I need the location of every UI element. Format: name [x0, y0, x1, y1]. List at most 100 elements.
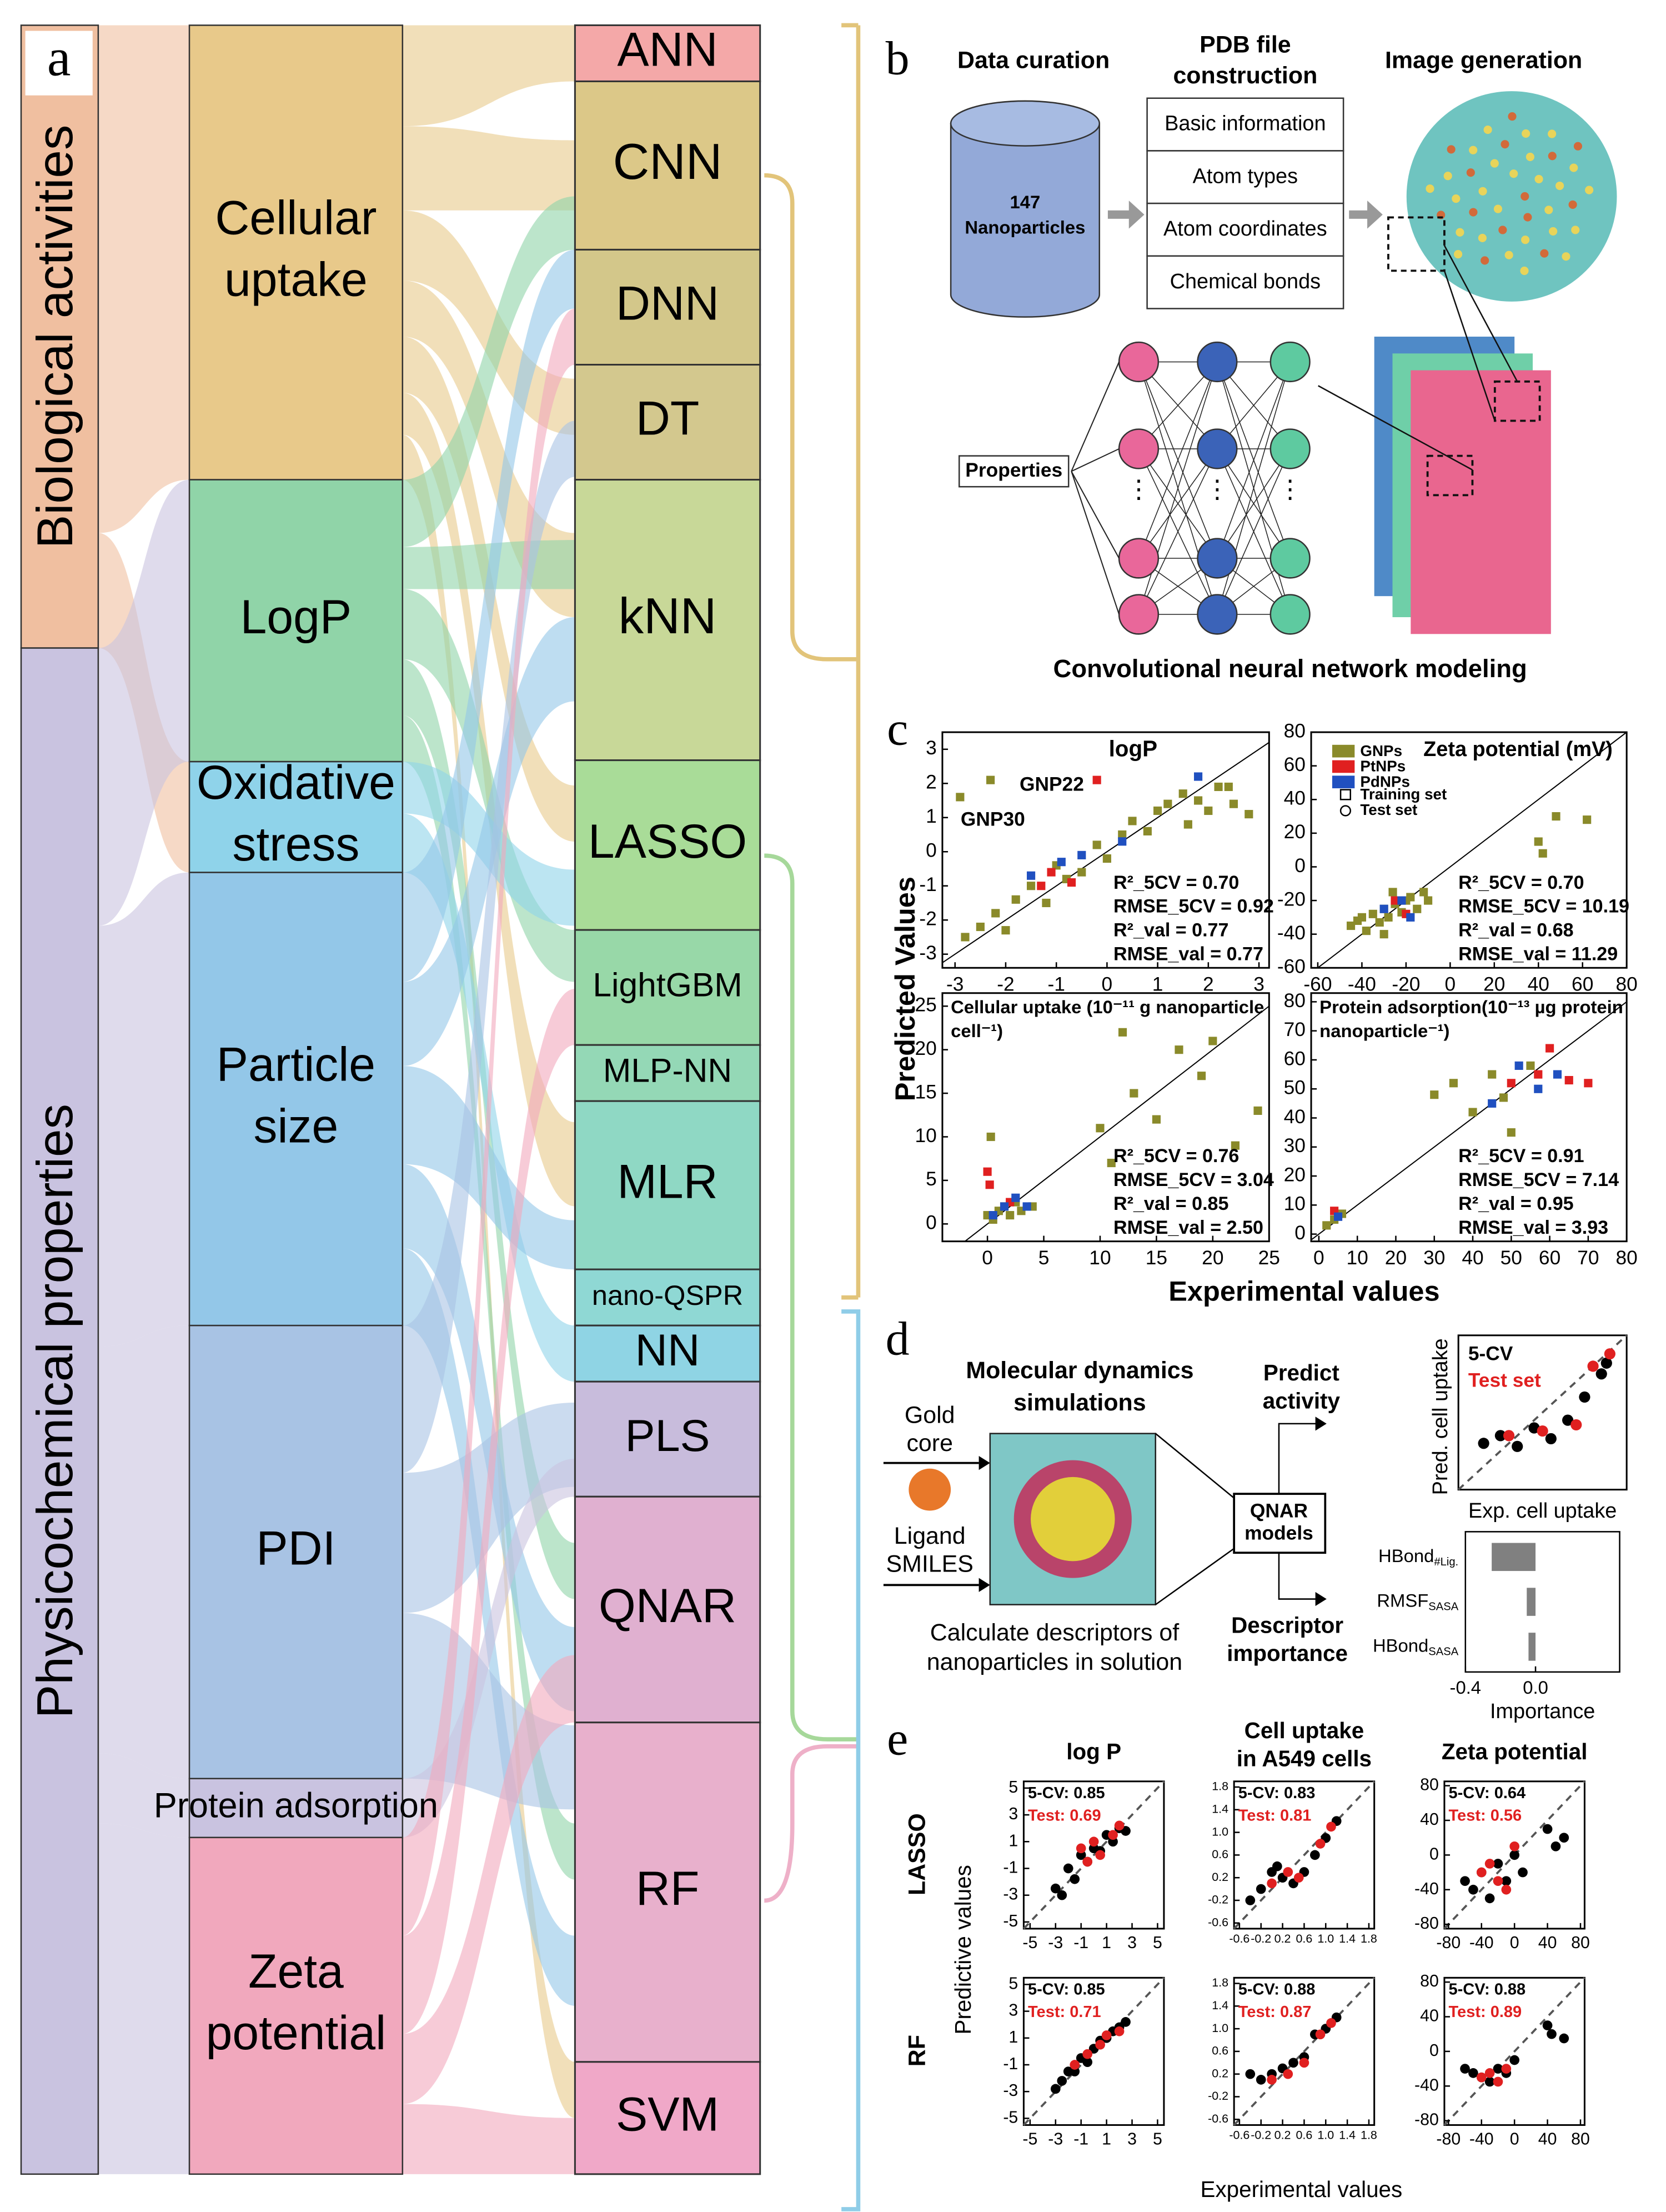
- x-tick-label: 0: [1313, 1247, 1324, 1269]
- y-tick-label: -40: [1414, 2076, 1439, 2094]
- data-point: [1368, 909, 1377, 918]
- y-tick-label: 3: [926, 737, 937, 759]
- data-point: [1564, 1075, 1573, 1085]
- data-point: [1310, 1850, 1320, 1860]
- y-tick-label: -0.2: [1208, 2089, 1228, 2103]
- bracket: [764, 853, 859, 1741]
- data-point: [1121, 2017, 1131, 2027]
- data-point: [1283, 1867, 1293, 1877]
- y-tick-label: 3: [1008, 2001, 1018, 2020]
- y-tick-label: 0.2: [1212, 1870, 1228, 1884]
- atom-dot: [1504, 251, 1513, 259]
- y-tick-label: -3: [1003, 2081, 1018, 2100]
- bar-label-sub: #Lig.: [1434, 1556, 1458, 1568]
- atom-dot: [1526, 152, 1534, 162]
- data-point: [1077, 850, 1086, 859]
- output-label: activity: [1263, 1388, 1341, 1414]
- data-point: [1077, 868, 1086, 877]
- data-point: [1057, 858, 1066, 867]
- y-tick-label: -0.6: [1208, 1915, 1228, 1929]
- method-node: [574, 80, 761, 251]
- y-tick-label: -5: [1003, 2108, 1018, 2126]
- pdb-row: [1146, 255, 1344, 309]
- data-point: [1346, 921, 1356, 930]
- y-tick-label: 0: [1294, 855, 1306, 877]
- data-point: [1460, 1876, 1470, 1886]
- x-tick-label: -3: [1048, 1934, 1063, 1952]
- legend-swatch: [1332, 760, 1355, 773]
- data-point: [1063, 1863, 1073, 1874]
- plot-frame: [1022, 1780, 1165, 1930]
- atom-dot: [1469, 146, 1478, 154]
- section-title: Data curation: [957, 47, 1110, 73]
- x-tick-label: -80: [1436, 1934, 1461, 1952]
- atom-dot: [1481, 256, 1489, 265]
- data-point: [1163, 799, 1172, 808]
- neuron: [1118, 594, 1160, 635]
- connector: [1155, 1433, 1235, 1605]
- section-title: Image generation: [1385, 47, 1582, 73]
- data-point: [1430, 1090, 1439, 1099]
- y-tick-label: -40: [1414, 1880, 1439, 1898]
- y-tick-label: 30: [1284, 1135, 1306, 1157]
- properties-box: [958, 455, 1070, 488]
- plot-frame: [941, 992, 1270, 1243]
- y-tick-label: 10: [1284, 1193, 1306, 1215]
- x-tick-label: -40: [1469, 1934, 1494, 1952]
- x-tick-label: -1: [1073, 1934, 1088, 1952]
- y-tick-label: -2: [919, 908, 936, 930]
- bar-label-main: HBond: [1373, 1635, 1428, 1655]
- atom-dot: [1498, 226, 1507, 234]
- y-tick-label: 20: [915, 1038, 937, 1059]
- data-point: [1095, 2039, 1105, 2050]
- data-point: [1547, 2029, 1557, 2039]
- plot-title: cell⁻¹): [951, 1020, 1003, 1041]
- plot-legend: 5-CV: [1468, 1343, 1513, 1365]
- data-point: [1499, 1093, 1508, 1102]
- data-point: [1057, 2076, 1067, 2086]
- plot-stat: R²_val = 0.95: [1458, 1193, 1573, 1214]
- pdb-row: [1146, 97, 1344, 152]
- x-tick-label: -0.4: [1450, 1677, 1482, 1698]
- atom-dot: [1544, 206, 1553, 214]
- x-tick-label: -2: [997, 973, 1014, 995]
- bar-label: HBond#Lig.: [1378, 1545, 1458, 1568]
- data-point: [1484, 2076, 1495, 2087]
- plot-stat: R²_5CV = 0.70: [1113, 872, 1239, 893]
- data-point: [1509, 2055, 1520, 2065]
- neuron: [1197, 341, 1238, 383]
- x-tick-label: 0.6: [1296, 1932, 1313, 1945]
- data-point: [1362, 927, 1371, 935]
- neuron: [1118, 428, 1160, 469]
- y-tick-label: 2: [926, 772, 937, 793]
- test-label: Test: 0.89: [1448, 2003, 1522, 2021]
- x-tick-label: 1.0: [1317, 2128, 1334, 2141]
- property-label: potential: [206, 2006, 387, 2060]
- x-tick-label: 0: [1102, 973, 1113, 995]
- annotation: GNP22: [1020, 773, 1084, 795]
- data-point: [1027, 871, 1036, 880]
- atom-dot: [1571, 226, 1580, 234]
- x-tick-label: -0.2: [1251, 2128, 1271, 2141]
- method-label: nano-QSPR: [592, 1279, 743, 1311]
- method-node: [574, 2061, 761, 2175]
- axis-label: Importance: [1490, 1700, 1595, 1723]
- data-point: [1501, 1884, 1512, 1895]
- data-point: [1050, 1883, 1061, 1894]
- data-point: [1494, 1430, 1507, 1442]
- section-title: construction: [1173, 62, 1317, 89]
- x-tick-label: 10: [1347, 1247, 1368, 1269]
- y-tick-label: 20: [1284, 1164, 1306, 1185]
- data-point: [1526, 1061, 1535, 1070]
- bar-label-main: RMSF: [1377, 1590, 1428, 1610]
- x-tick-label: -20: [1392, 973, 1420, 995]
- x-tick-label: -0.6: [1229, 1932, 1250, 1945]
- column-title: Cell uptake: [1245, 1718, 1364, 1743]
- data-point: [1197, 1072, 1206, 1080]
- data-point: [1118, 830, 1127, 839]
- atom-dot: [1466, 168, 1475, 177]
- property-node: [188, 479, 404, 763]
- section-title: PDB file: [1200, 32, 1291, 58]
- property-label: Particle: [217, 1038, 375, 1091]
- data-point: [1538, 849, 1547, 858]
